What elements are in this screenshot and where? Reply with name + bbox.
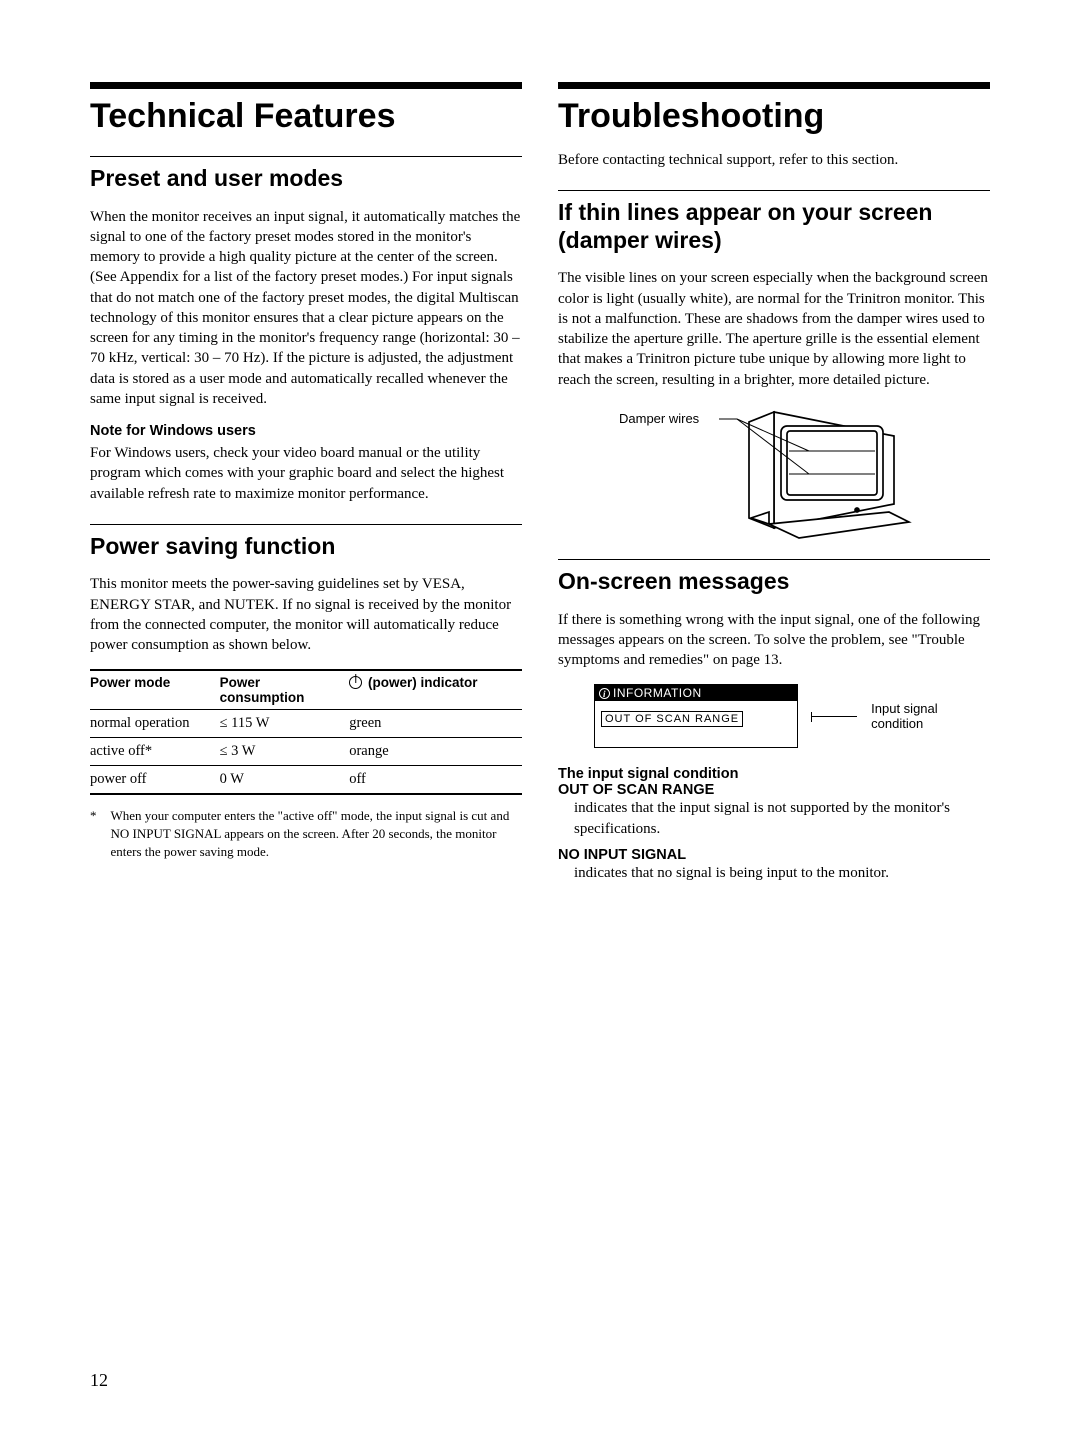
rule-thin [90,156,522,157]
table-cell: 0 W [220,766,350,795]
table-row: normal operation ≤ 115 W green [90,710,522,738]
section-title-technical: Technical Features [90,97,522,136]
osd-titlebar: i INFORMATION [595,685,797,701]
rule-thin [90,524,522,525]
note-heading-windows: Note for Windows users [90,423,522,439]
osd-title-text: INFORMATION [613,686,702,700]
table-footnote: * When your computer enters the "active … [90,807,522,860]
osd-body: OUT OF SCAN RANGE [595,701,797,747]
diagram-label: Damper wires [619,411,700,426]
table-header: (power) indicator [349,670,522,710]
table-cell: ≤ 115 W [220,710,350,738]
subheading-onscreen-messages: On-screen messages [558,568,990,596]
subheading-damper-wires: If thin lines appear on your screen (dam… [558,199,990,254]
leader-line [812,716,857,717]
footnote-mark: * [90,807,97,860]
rule-thick [90,82,522,89]
subheading-power-saving: Power saving function [90,533,522,561]
body-damper-wires: The visible lines on your screen especia… [558,268,990,390]
cond-label: OUT OF SCAN RANGE [558,782,990,798]
table-cell: power off [90,766,220,795]
table-row: active off* ≤ 3 W orange [90,738,522,766]
page-number: 12 [90,1370,108,1391]
table-cell: green [349,710,522,738]
footnote-text: When your computer enters the "active of… [111,807,523,860]
info-icon: i [599,688,610,699]
list-item: NO INPUT SIGNAL indicates that no signal… [558,847,990,883]
body-onscreen-messages: If there is something wrong with the inp… [558,610,990,671]
damper-wires-diagram: Damper wires [558,404,990,539]
table-cell: orange [349,738,522,766]
table-header-text: (power) indicator [368,675,478,690]
section-title-troubleshooting: Troubleshooting [558,97,990,136]
power-saving-table: Power mode Power consumption (power) ind… [90,669,522,795]
page-columns: Technical Features Preset and user modes… [90,82,990,891]
table-cell: normal operation [90,710,220,738]
rule-thin [558,559,990,560]
list-item: OUT OF SCAN RANGE indicates that the inp… [558,782,990,839]
table-cell: active off* [90,738,220,766]
osd-caption: Input signal condition [871,701,990,731]
rule-thin [558,190,990,191]
table-row: power off 0 W off [90,766,522,795]
power-icon [349,676,362,689]
cond-list-heading: The input signal condition [558,766,990,782]
osd-window: i INFORMATION OUT OF SCAN RANGE [594,684,798,748]
subheading-preset-modes: Preset and user modes [90,165,522,193]
cond-desc: indicates that the input signal is not s… [558,798,990,839]
cond-desc: indicates that no signal is being input … [558,863,990,883]
osd-diagram: i INFORMATION OUT OF SCAN RANGE Input si… [594,684,990,748]
rule-thick [558,82,990,89]
table-cell: ≤ 3 W [220,738,350,766]
body-preset-modes: When the monitor receives an input signa… [90,207,522,410]
left-column: Technical Features Preset and user modes… [90,82,522,891]
table-cell: off [349,766,522,795]
monitor-diagram-svg: Damper wires [619,404,929,539]
signal-condition-list: The input signal condition OUT OF SCAN R… [558,766,990,883]
table-header: Power consumption [220,670,350,710]
right-column: Troubleshooting Before contacting techni… [558,82,990,891]
table-header: Power mode [90,670,220,710]
osd-message: OUT OF SCAN RANGE [601,711,743,727]
cond-label: NO INPUT SIGNAL [558,847,990,863]
note-body-windows: For Windows users, check your video boar… [90,443,522,504]
intro-text: Before contacting technical support, ref… [558,150,990,170]
body-power-saving: This monitor meets the power-saving guid… [90,574,522,655]
